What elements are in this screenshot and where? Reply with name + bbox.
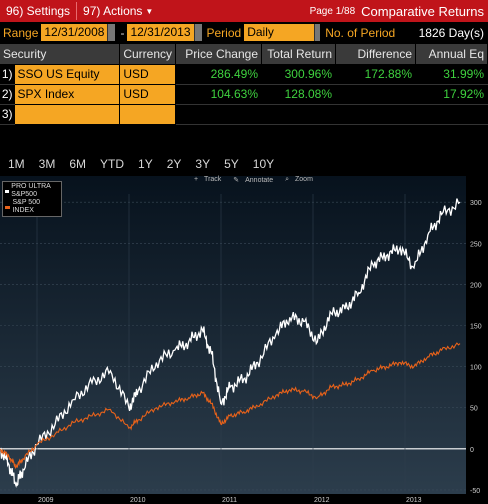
header-difference: Difference — [335, 44, 416, 64]
series-line-spx — [0, 342, 461, 470]
legend-label: S&P 500 INDEX — [12, 199, 40, 214]
legend-item: PRO ULTRA S&P500 — [5, 183, 59, 199]
period-10y[interactable]: 10Y — [252, 157, 275, 171]
header-price-change: Price Change — [175, 44, 262, 64]
track-button[interactable]: + Track — [190, 176, 229, 186]
y-tick-label: -50 — [470, 488, 480, 495]
difference-cell — [335, 104, 416, 125]
no-of-period-value: 1826 Day(s) — [418, 25, 484, 40]
header-security: Security — [0, 44, 121, 64]
period-1m[interactable]: 1M — [8, 157, 25, 171]
grid-lines — [0, 194, 466, 494]
currency-field[interactable] — [119, 103, 176, 125]
difference-cell — [335, 84, 416, 105]
currency-field[interactable]: USD — [119, 63, 176, 85]
actions-button[interactable]: 97) Actions ▼ — [77, 0, 159, 22]
toolbar-divider — [76, 2, 78, 20]
series-lines — [0, 198, 461, 489]
price-change-cell: 286.49% — [175, 64, 262, 85]
zoom-button[interactable]: ⌕ Zoom — [281, 176, 321, 186]
track-label: Track — [204, 176, 222, 183]
security-field[interactable] — [13, 103, 121, 125]
y-tick-label: 100 — [470, 365, 482, 372]
page-indicator: Page 1/88 — [309, 5, 356, 17]
period-3y[interactable]: 3Y — [195, 157, 211, 171]
table-row[interactable]: 2) SPX Index USD 104.63% 128.08% 17.92% — [0, 83, 488, 105]
y-tick-label: 150 — [470, 324, 482, 331]
range-bar: Range 12/31/2008 - 12/31/2013 Period Dai… — [0, 22, 488, 43]
range-label: Range — [3, 25, 39, 40]
legend-swatch — [5, 205, 11, 209]
x-tick-label: 2013 — [406, 497, 422, 504]
annual-eq-cell — [415, 104, 488, 125]
plot-background — [0, 176, 466, 494]
row-index: 2) — [0, 84, 15, 105]
legend-swatch — [5, 189, 10, 193]
difference-cell: 172.88% — [335, 64, 416, 85]
x-tick-label: 2010 — [130, 497, 146, 504]
total-return-cell: 128.08% — [261, 84, 336, 105]
y-tick-label: 50 — [470, 406, 478, 413]
period-6m[interactable]: 6M — [69, 157, 87, 171]
annotate-button[interactable]: ✎ Annotate — [229, 176, 281, 186]
header-currency: Currency — [119, 44, 176, 64]
table-row[interactable]: 1) SSO US Equity USD 286.49% 300.96% 172… — [0, 63, 488, 85]
row-index: 1) — [0, 64, 15, 85]
period-2y[interactable]: 2Y — [166, 157, 182, 171]
settings-button[interactable]: 96) Settings — [0, 0, 76, 22]
header-annual-eq: Annual Eq — [415, 44, 488, 64]
currency-field[interactable]: USD — [119, 83, 176, 105]
no-of-period-label: No. of Period — [325, 25, 396, 40]
y-tick-label: 300 — [470, 200, 482, 207]
row-index: 3) — [0, 104, 15, 125]
series-line-sso — [0, 198, 461, 489]
dropdown-icon[interactable] — [314, 24, 321, 41]
zoom-label: Zoom — [295, 176, 313, 183]
period-ytd[interactable]: YTD — [100, 157, 125, 171]
security-field[interactable]: SSO US Equity — [13, 63, 121, 85]
title-bar: 96) Settings 97) Actions ▼ Page 1/88 Comp… — [0, 0, 488, 22]
table-header-row: Security Currency Price Change Total Ret… — [0, 44, 488, 64]
annual-eq-cell: 31.99% — [415, 64, 488, 85]
calendar-icon[interactable] — [193, 24, 202, 41]
price-change-cell — [175, 104, 262, 125]
y-axis: 300 250 200 150 100 50 0 -50 — [470, 200, 482, 495]
start-date-field[interactable]: 12/31/2008 — [41, 24, 108, 41]
x-tick-label: 2011 — [222, 497, 237, 504]
total-return-cell: 300.96% — [261, 64, 336, 85]
legend-label: PRO ULTRA S&P500 — [11, 183, 51, 198]
x-tick-label: 2009 — [38, 497, 54, 504]
chart-legend: PRO ULTRA S&P500 S&P 500 INDEX — [2, 181, 62, 217]
period-select[interactable]: Daily — [244, 24, 315, 41]
header-total-return: Total Return — [261, 44, 336, 64]
range-dash: - — [120, 25, 125, 40]
x-tick-label: 2012 — [314, 497, 330, 504]
returns-table: Security Currency Price Change Total Ret… — [0, 44, 488, 125]
period-selector: 1M 3M 6M YTD 1Y 2Y 3Y 5Y 10Y — [0, 152, 488, 176]
annotate-label: Annotate — [245, 177, 274, 184]
x-axis: 2009201020112012201320 — [38, 497, 422, 504]
page-title: Comparative Returns — [361, 3, 484, 19]
actions-label: 97) Actions — [83, 4, 143, 18]
chart-toolbox: + Track ✎ Annotate ⌕ Zoom — [190, 176, 321, 186]
price-change-cell: 104.63% — [175, 84, 262, 105]
period-label: Period — [206, 25, 242, 40]
chevron-down-icon: ▼ — [145, 6, 154, 16]
y-tick-label: 200 — [470, 282, 482, 289]
legend-item: S&P 500 INDEX — [5, 199, 59, 215]
total-return-cell — [261, 104, 336, 125]
period-1y[interactable]: 1Y — [138, 157, 153, 171]
annual-eq-cell: 17.92% — [415, 84, 488, 105]
table-row[interactable]: 3) — [0, 103, 488, 125]
security-field[interactable]: SPX Index — [13, 83, 121, 105]
y-tick-label: 250 — [470, 241, 482, 248]
y-tick-label: 0 — [470, 447, 474, 454]
returns-chart[interactable]: 300 250 200 150 100 50 0 -50 2009 2010 2011 2012 20… — [0, 176, 488, 504]
chart-area[interactable]: 300 250 200 150 100 50 0 -50 2009 2010 2011 2012 20… — [0, 176, 488, 504]
settings-label: 96) Settings — [6, 4, 71, 18]
period-3m[interactable]: 3M — [38, 157, 56, 171]
calendar-icon[interactable] — [107, 24, 116, 41]
end-date-field[interactable]: 12/31/2013 — [127, 24, 194, 41]
period-5y[interactable]: 5Y — [224, 157, 239, 171]
